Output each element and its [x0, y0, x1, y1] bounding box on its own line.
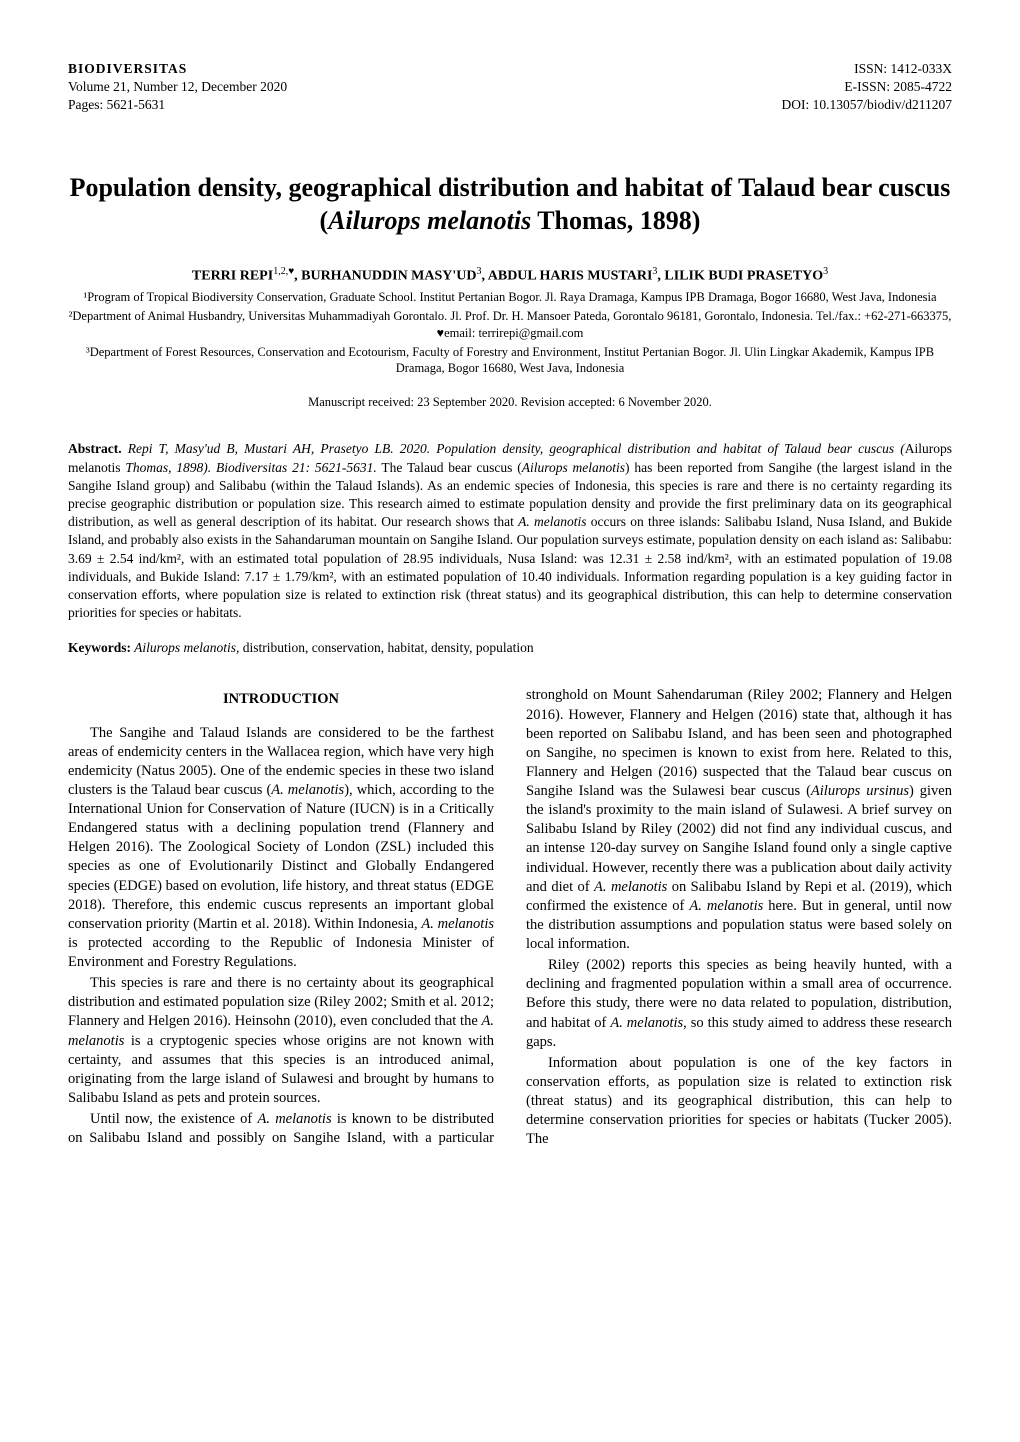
intro-paragraph-1: The Sangihe and Talaud Islands are consi…: [68, 724, 494, 973]
p1-b: ), which, according to the International…: [68, 782, 494, 932]
p4-sp1: A. melanotis: [610, 1015, 683, 1031]
manuscript-dates: Manuscript received: 23 September 2020. …: [68, 395, 952, 410]
intro-paragraph-2: This species is rare and there is no cer…: [68, 974, 494, 1108]
affiliation-1: ¹Program of Tropical Biodiversity Conser…: [68, 289, 952, 306]
p3-sp4: A. melanotis: [689, 898, 763, 914]
p3-a: Until now, the existence of: [90, 1111, 257, 1127]
intro-paragraph-4: Riley (2002) reports this species as bei…: [526, 956, 952, 1052]
abstract-species-1: Ailurops melanotis: [522, 460, 625, 475]
p3-sp1: A. melanotis: [257, 1111, 331, 1127]
affiliation-2: ²Department of Animal Husbandry, Univers…: [68, 308, 952, 342]
article-title: Population density, geographical distrib…: [68, 171, 952, 239]
issn-line: ISSN: 1412-033X: [782, 60, 953, 78]
keywords-rest: distribution, conservation, habitat, den…: [239, 640, 533, 655]
keywords-label: Keywords:: [68, 640, 131, 655]
journal-name: BIODIVERSITAS: [68, 60, 287, 78]
header-left: BIODIVERSITAS Volume 21, Number 12, Dece…: [68, 60, 287, 115]
p3-sp3: A. melanotis: [594, 879, 667, 895]
abstract-citation-1: Repi T, Masy'ud B, Mustari AH, Prasetyo …: [128, 441, 905, 456]
running-header: BIODIVERSITAS Volume 21, Number 12, Dece…: [68, 60, 952, 115]
eissn-line: E-ISSN: 2085-4722: [782, 78, 953, 96]
abstract-species-2: A. melanotis: [518, 514, 586, 529]
section-heading-introduction: INTRODUCTION: [68, 690, 494, 709]
abstract-block: Abstract. Repi T, Masy'ud B, Mustari AH,…: [68, 440, 952, 622]
author-list: TERRI REPI1,2,♥, BURHANUDDIN MASY'UD3, A…: [68, 266, 952, 285]
keywords-species: Ailurops melanotis,: [131, 640, 239, 655]
pages-line: Pages: 5621-5631: [68, 96, 287, 114]
abstract-citation-2: Thomas, 1898). Biodiversitas 21: 5621-56…: [125, 460, 376, 475]
abstract-body-3: occurs on three islands: Salibabu Island…: [68, 514, 952, 620]
keywords-block: Keywords: Ailurops melanotis, distributi…: [68, 640, 952, 656]
body-columns: INTRODUCTION The Sangihe and Talaud Isla…: [68, 686, 952, 1149]
title-species: Ailurops melanotis: [328, 206, 531, 235]
p5-a: Information about population is one of t…: [526, 1055, 952, 1148]
abstract-label: Abstract.: [68, 441, 122, 456]
abstract-body-1: The Talaud bear cuscus (: [377, 460, 522, 475]
doi-line: DOI: 10.13057/biodiv/d211207: [782, 96, 953, 114]
p1-c: is protected according to the Republic o…: [68, 935, 494, 970]
header-right: ISSN: 1412-033X E-ISSN: 2085-4722 DOI: 1…: [782, 60, 953, 115]
p3-sp2: Ailurops ursinus: [811, 783, 909, 799]
page: BIODIVERSITAS Volume 21, Number 12, Dece…: [0, 0, 1020, 1190]
volume-line: Volume 21, Number 12, December 2020: [68, 78, 287, 96]
title-suffix: Thomas, 1898): [531, 206, 700, 235]
intro-paragraph-5: Information about population is one of t…: [526, 1054, 952, 1150]
p1-sp2: A. melanotis: [421, 916, 494, 932]
p1-sp1: A. melanotis: [271, 782, 344, 798]
p2-b: is a cryptogenic species whose origins a…: [68, 1033, 494, 1106]
affiliation-3: ³Department of Forest Resources, Conserv…: [68, 344, 952, 378]
p2-a: This species is rare and there is no cer…: [68, 975, 494, 1029]
